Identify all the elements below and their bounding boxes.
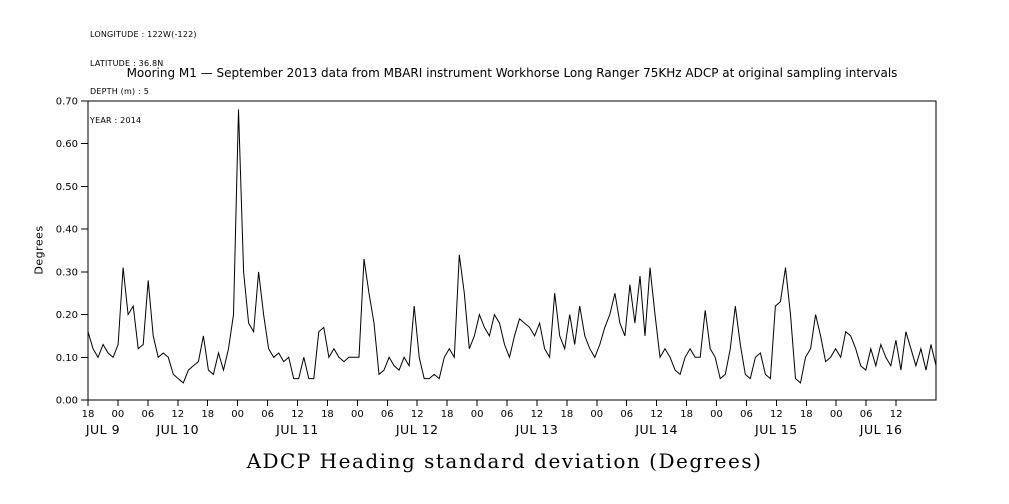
y-axis-tick-label: 0.50: [56, 182, 78, 193]
x-axis-hour-label: 12: [411, 409, 424, 420]
x-axis-hour-label: 06: [860, 409, 873, 420]
plot-border: [87, 100, 937, 401]
x-axis-hour-label: 00: [112, 409, 125, 420]
metadata-block: LONGITUDE : 122W(-122) LATITUDE : 36.8N …: [90, 11, 197, 144]
x-axis-day-label: JUL 14: [634, 422, 678, 437]
x-axis-hour-label: 18: [321, 409, 334, 420]
heading-stddev-line: [87, 109, 937, 384]
x-axis-hour-label: 06: [141, 409, 154, 420]
x-axis-hour-label: 00: [471, 409, 484, 420]
x-axis-hour-label: 12: [531, 409, 544, 420]
y-axis-tick-label: 0.10: [56, 353, 78, 364]
x-axis-hour-label: 00: [710, 409, 723, 420]
y-axis-tick-label: 0.40: [56, 225, 78, 236]
x-axis-day-label: JUL 11: [275, 422, 319, 437]
x-axis-day-label: JUL 15: [754, 422, 798, 437]
x-axis-day-label: JUL 9: [85, 422, 120, 437]
x-axis-hour-label: 18: [82, 409, 95, 420]
y-axis-tick-label: 0.70: [56, 97, 78, 108]
x-axis-hour-label: 00: [590, 409, 603, 420]
metadata-latitude: LATITUDE : 36.8N: [90, 58, 164, 68]
x-axis-hour-label: 06: [740, 409, 753, 420]
x-axis-hour-label: 18: [441, 409, 454, 420]
x-axis-hour-label: 06: [261, 409, 274, 420]
x-axis-hour-label: 06: [501, 409, 514, 420]
x-axis-hour-label: 18: [680, 409, 693, 420]
x-axis-hour-label: 18: [201, 409, 214, 420]
figure-caption: ADCP Heading standard deviation (Degrees…: [246, 449, 763, 473]
x-axis-day-label: JUL 13: [515, 422, 559, 437]
x-axis-hour-label: 00: [830, 409, 843, 420]
x-axis-hour-label: 12: [770, 409, 783, 420]
y-axis-tick-label: 0.60: [56, 139, 78, 150]
x-axis-hour-label: 06: [620, 409, 633, 420]
x-axis-hour-label: 00: [351, 409, 364, 420]
x-axis-hour-label: 18: [800, 409, 813, 420]
x-axis-hour-label: 18: [561, 409, 574, 420]
y-axis-tick-label: 0.30: [56, 267, 78, 278]
x-axis-day-label: JUL 16: [859, 422, 903, 437]
metadata-depth: DEPTH (m) : 5: [90, 87, 149, 96]
y-axis-tick-label: 0.20: [56, 310, 78, 321]
x-axis-day-label: JUL 12: [395, 422, 439, 437]
x-axis-day-label: JUL 10: [155, 422, 199, 437]
x-axis-hour-label: 06: [381, 409, 394, 420]
x-axis-hour-label: 12: [171, 409, 184, 420]
plot-title: Mooring M1 — September 2013 data from MB…: [126, 66, 898, 80]
x-axis-hour-label: 12: [890, 409, 903, 420]
metadata-year: YEAR : 2014: [90, 115, 142, 125]
metadata-longitude: LONGITUDE : 122W(-122): [90, 30, 197, 39]
x-axis-hour-label: 12: [650, 409, 663, 420]
x-axis-hour-label: 00: [231, 409, 244, 420]
x-axis-hour-label: 12: [291, 409, 304, 420]
y-axis-tick-label: 0.00: [56, 396, 78, 407]
